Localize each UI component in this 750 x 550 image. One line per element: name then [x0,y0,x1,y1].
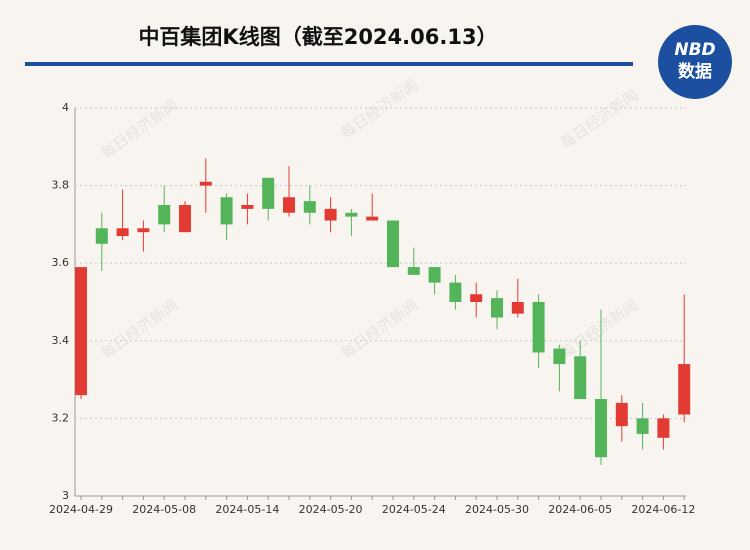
candle-body [491,298,503,318]
x-tick-label: 2024-04-29 [49,503,113,516]
y-tick-label: 3.4 [52,334,70,347]
x-tick-label: 2024-06-05 [548,503,612,516]
candle-body [95,228,108,244]
y-tick-label: 3.2 [52,411,70,424]
y-tick-label: 3 [62,489,69,502]
candle-body [387,220,399,268]
candle-body [303,201,316,213]
x-tick-label: 2024-05-14 [215,503,279,516]
candle-body [407,267,420,275]
candle-body [366,216,379,221]
logo-badge [658,25,732,99]
watermark: 每日经济新闻 [337,296,421,362]
watermark: 每日经济新闻 [97,296,181,362]
watermark: 每日经济新闻 [337,76,421,142]
candle-body [283,197,295,213]
x-tick-label: 2024-05-30 [465,503,529,516]
candle-body [241,205,254,209]
candle-body [158,205,171,225]
y-tick-label: 3.6 [52,256,70,269]
candle-body [179,205,191,233]
candle-body [262,177,275,209]
logo-text: NBD [674,40,715,60]
candle-body [75,267,87,396]
chart-title: 中百集团K线图（截至2024.06.13） [138,25,497,49]
x-tick-label: 2024-05-24 [382,503,446,516]
candle-body [199,181,212,186]
candle-body [595,399,607,458]
candle-body [615,402,628,427]
x-tick-label: 2024-05-20 [299,503,363,516]
candle-body [678,364,691,415]
candle-body [532,302,545,353]
candle-body [137,228,150,233]
candle-body [449,282,462,302]
logo-text: 数据 [678,61,712,82]
watermark: 每日经济新闻 [97,96,181,162]
title-underline [25,62,633,66]
candle-body [636,418,649,434]
candle-body [345,212,358,217]
candle-body [428,267,441,283]
candle-body [220,197,233,225]
candle-body [553,348,566,365]
candle-body [574,356,587,399]
x-tick-label: 2024-05-08 [132,503,196,516]
y-tick-label: 4 [62,101,69,114]
candle-body [324,208,337,221]
candle-body [116,228,129,237]
y-tick-label: 3.8 [52,179,70,192]
candle-body [511,302,524,314]
x-tick-label: 2024-06-12 [631,503,695,516]
candle-body [657,418,670,438]
watermark: 每日经济新闻 [557,296,641,362]
candle-body [470,294,483,302]
watermark: 每日经济新闻 [557,86,641,152]
